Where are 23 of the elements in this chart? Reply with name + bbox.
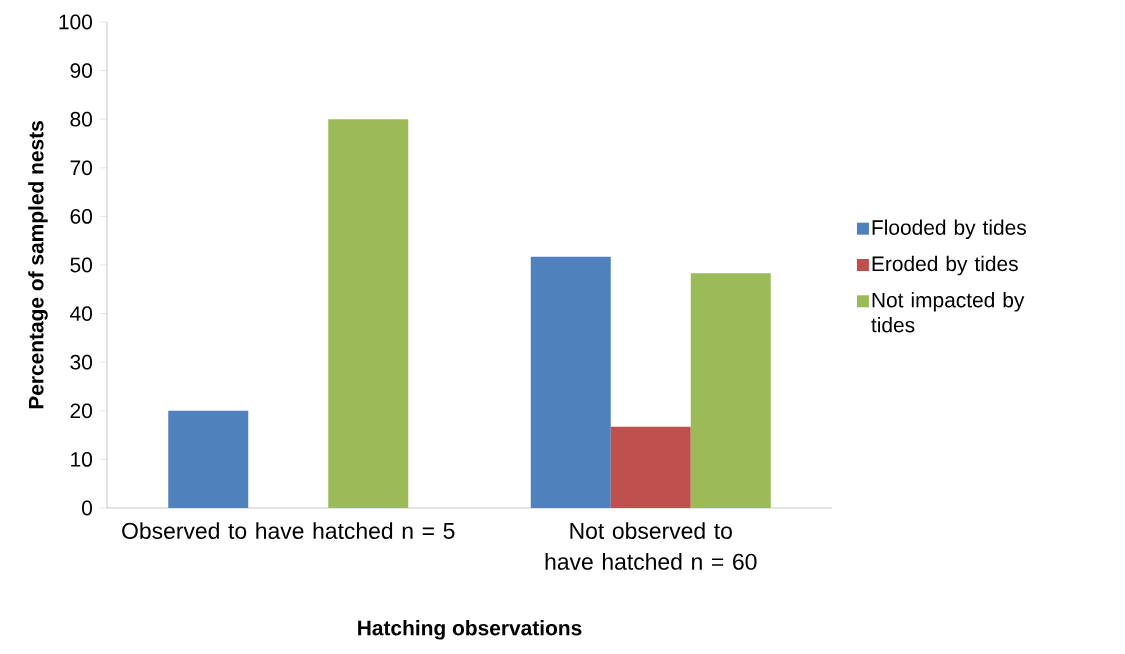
y-tick-label: 30 [70, 354, 93, 370]
y-axis-title: Percentage of sampled nests [28, 121, 48, 409]
y-tick-label: 80 [70, 111, 93, 127]
y-tick-label: 20 [70, 403, 93, 419]
bar [530, 256, 611, 508]
y-tick-label: 50 [70, 257, 93, 273]
x-tick-label: Not observed to have hatched n = 60 [545, 522, 757, 570]
y-tick-label: 10 [71, 451, 93, 467]
legend-label: Flooded by tides [872, 219, 1026, 240]
y-tick-label: 60 [70, 208, 93, 224]
legend-label: Not impacted by tides [871, 292, 1025, 333]
y-tick-label: 70 [70, 160, 93, 176]
x-tick-label: Observed to have hatched n = 5 [122, 522, 455, 539]
y-tick-label: 100 [59, 14, 93, 30]
y-tick-label: 0 [82, 500, 93, 516]
x-axis-title: Hatching observations [358, 620, 582, 640]
y-tick-label: 90 [70, 63, 93, 78]
bar [168, 410, 249, 508]
legend-label: Eroded by tides [872, 255, 1018, 276]
y-tick-label: 40 [70, 306, 93, 321]
bar [690, 273, 771, 508]
bar [610, 426, 691, 508]
bar [328, 119, 409, 508]
